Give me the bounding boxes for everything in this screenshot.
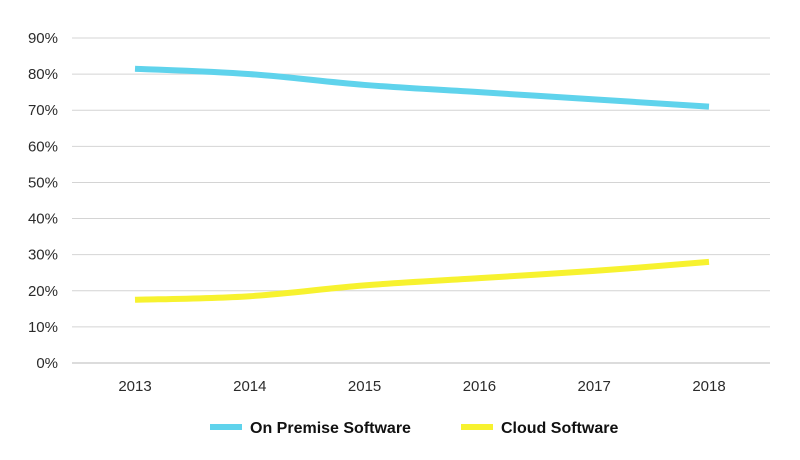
legend-label-on-premise-software: On Premise Software bbox=[250, 420, 411, 437]
data-point-on-premise-software-2014 bbox=[247, 71, 253, 77]
x-axis: 2013 2014 2015 2016 2017 2018 bbox=[118, 378, 725, 395]
legend-label-cloud-software: Cloud Software bbox=[501, 420, 618, 437]
data-point-cloud-software-2016 bbox=[476, 275, 482, 281]
series-lines bbox=[132, 65, 712, 303]
data-point-on-premise-software-2018 bbox=[706, 104, 712, 110]
y-axis: 0% 10% 20% 30% 40% 50% 60% 70% 80% 90% bbox=[28, 30, 58, 372]
data-point-on-premise-software-2015 bbox=[362, 82, 368, 88]
series-line-on-premise-software bbox=[134, 65, 710, 110]
y-tick-label: 90% bbox=[28, 30, 58, 47]
y-tick-label: 20% bbox=[28, 283, 58, 300]
legend: On Premise Software Cloud Software bbox=[210, 420, 618, 437]
data-point-cloud-software-2018 bbox=[706, 259, 712, 265]
y-tick-label: 10% bbox=[28, 319, 58, 336]
data-point-on-premise-software-2013 bbox=[132, 66, 138, 72]
x-tick-label: 2017 bbox=[578, 378, 611, 395]
data-point-on-premise-software-2017 bbox=[591, 96, 597, 102]
data-point-cloud-software-2015 bbox=[362, 282, 368, 288]
x-tick-label: 2015 bbox=[348, 378, 381, 395]
data-point-cloud-software-2013 bbox=[132, 297, 138, 303]
y-tick-label: 50% bbox=[28, 174, 58, 191]
y-tick-label: 60% bbox=[28, 138, 58, 155]
y-tick-label: 80% bbox=[28, 66, 58, 83]
y-tick-label: 40% bbox=[28, 211, 58, 228]
x-tick-label: 2018 bbox=[692, 378, 725, 395]
x-tick-label: 2014 bbox=[233, 378, 266, 395]
grid-lines bbox=[72, 37, 770, 364]
data-point-cloud-software-2017 bbox=[591, 268, 597, 274]
x-tick-label: 2013 bbox=[118, 378, 151, 395]
x-tick-label: 2016 bbox=[463, 378, 496, 395]
y-tick-label: 70% bbox=[28, 102, 58, 119]
series-line-cloud-software bbox=[134, 258, 710, 303]
y-tick-label: 30% bbox=[28, 247, 58, 264]
y-tick-label: 0% bbox=[36, 355, 58, 372]
data-point-cloud-software-2014 bbox=[247, 293, 253, 299]
data-point-on-premise-software-2016 bbox=[476, 89, 482, 95]
